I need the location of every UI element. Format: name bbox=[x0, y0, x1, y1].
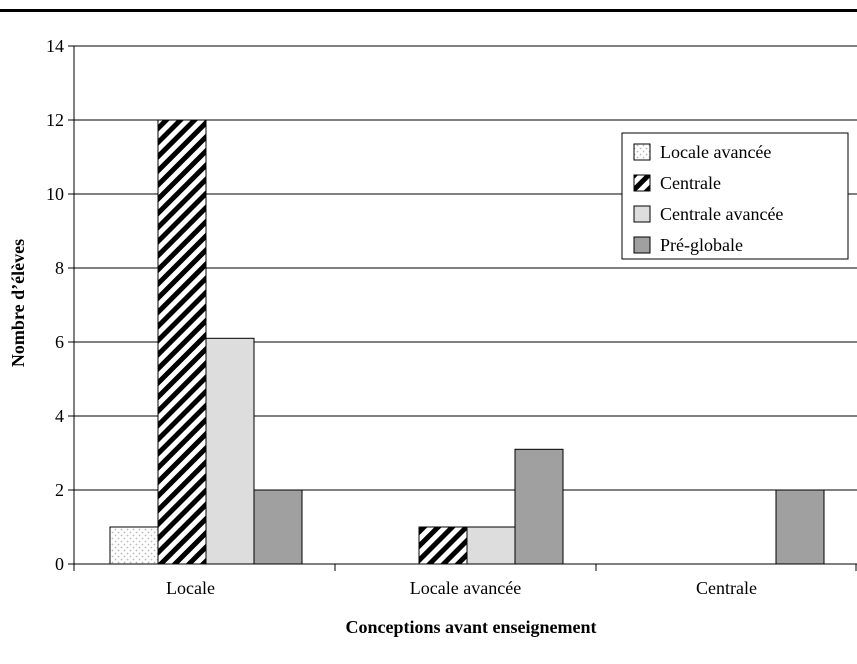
axes: 0 2 4 6 8 10 12 14 Locale Locale avancée Centrale bbox=[46, 36, 857, 598]
bar bbox=[109, 526, 159, 565]
top-rule bbox=[0, 9, 857, 12]
y-tick-label: 0 bbox=[55, 554, 64, 574]
y-tick-label: 12 bbox=[46, 110, 64, 130]
bar bbox=[514, 448, 564, 565]
x-tick-label: Centrale bbox=[696, 578, 757, 598]
bar bbox=[775, 489, 825, 565]
x-axis-title: Conceptions avant enseignement bbox=[346, 617, 597, 637]
y-axis-title: Nombre d’élèves bbox=[8, 239, 28, 367]
legend-swatch bbox=[633, 236, 651, 254]
bar bbox=[466, 526, 516, 565]
y-tick-label: 6 bbox=[55, 332, 64, 352]
legend-label: Centrale avancée bbox=[660, 204, 783, 224]
bar bbox=[253, 489, 303, 565]
y-tick-label: 8 bbox=[55, 258, 64, 278]
legend-swatch bbox=[633, 174, 651, 192]
y-tick-label: 10 bbox=[46, 184, 64, 204]
legend-swatch bbox=[633, 143, 651, 161]
legend-label: Centrale bbox=[660, 173, 721, 193]
y-tick-label: 4 bbox=[55, 406, 64, 426]
legend-swatch bbox=[633, 205, 651, 223]
bar bbox=[418, 526, 468, 565]
legend: Locale avancée Centrale Centrale avancée Pr… bbox=[621, 132, 849, 260]
y-tick-label: 14 bbox=[46, 36, 64, 56]
bar bbox=[205, 337, 255, 565]
legend-label: Locale avancée bbox=[660, 142, 771, 162]
x-tick-label: Locale avancée bbox=[410, 578, 521, 598]
bar bbox=[157, 119, 207, 565]
x-tick-label: Locale bbox=[166, 578, 215, 598]
y-tick-label: 2 bbox=[55, 480, 64, 500]
bars bbox=[109, 119, 825, 565]
legend-label: Pré-globale bbox=[660, 235, 743, 255]
